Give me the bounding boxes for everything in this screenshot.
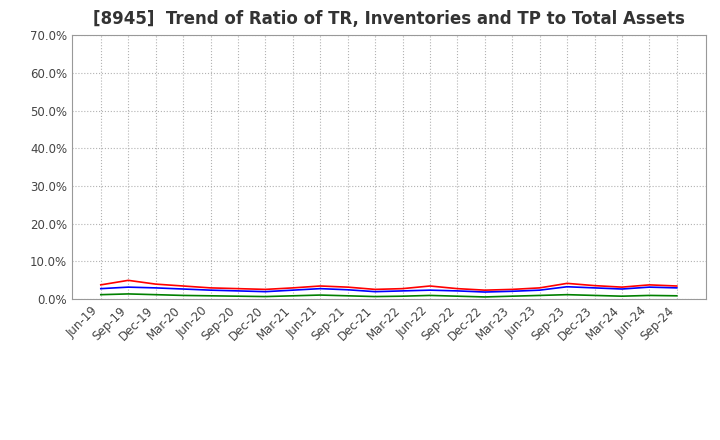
- Trade Payables: [480, 294, 489, 300]
- Trade Receivables: [590, 283, 599, 288]
- Inventories: [96, 286, 105, 291]
- Trade Receivables: [672, 283, 681, 289]
- Trade Payables: [645, 293, 654, 298]
- Trade Payables: [563, 292, 572, 297]
- Inventories: [371, 289, 379, 294]
- Trade Receivables: [96, 282, 105, 287]
- Trade Payables: [261, 294, 270, 299]
- Trade Receivables: [343, 285, 352, 290]
- Inventories: [316, 286, 325, 291]
- Trade Receivables: [179, 283, 187, 289]
- Trade Receivables: [206, 285, 215, 290]
- Inventories: [151, 285, 160, 290]
- Trade Payables: [672, 293, 681, 298]
- Inventories: [289, 287, 297, 293]
- Trade Payables: [536, 293, 544, 298]
- Title: [8945]  Trend of Ratio of TR, Inventories and TP to Total Assets: [8945] Trend of Ratio of TR, Inventories…: [93, 10, 685, 28]
- Trade Payables: [398, 293, 407, 299]
- Trade Payables: [124, 291, 132, 297]
- Trade Receivables: [618, 285, 626, 290]
- Inventories: [672, 285, 681, 290]
- Trade Receivables: [289, 285, 297, 290]
- Trade Payables: [343, 293, 352, 298]
- Trade Receivables: [453, 286, 462, 291]
- Trade Payables: [179, 293, 187, 298]
- Inventories: [645, 285, 654, 290]
- Trade Payables: [508, 293, 516, 299]
- Trade Receivables: [261, 287, 270, 292]
- Inventories: [343, 287, 352, 293]
- Trade Payables: [151, 292, 160, 297]
- Inventories: [563, 284, 572, 290]
- Trade Receivables: [371, 287, 379, 292]
- Inventories: [536, 287, 544, 293]
- Line: Inventories: Inventories: [101, 287, 677, 292]
- Inventories: [233, 288, 242, 293]
- Inventories: [124, 285, 132, 290]
- Trade Receivables: [508, 287, 516, 292]
- Inventories: [426, 287, 434, 293]
- Inventories: [480, 290, 489, 295]
- Trade Receivables: [316, 283, 325, 289]
- Trade Receivables: [233, 286, 242, 291]
- Line: Trade Receivables: Trade Receivables: [101, 280, 677, 290]
- Trade Receivables: [480, 287, 489, 293]
- Trade Payables: [371, 294, 379, 299]
- Inventories: [453, 288, 462, 293]
- Trade Payables: [453, 293, 462, 299]
- Inventories: [398, 288, 407, 293]
- Inventories: [179, 286, 187, 292]
- Trade Payables: [426, 293, 434, 298]
- Inventories: [590, 285, 599, 290]
- Trade Receivables: [124, 278, 132, 283]
- Trade Payables: [206, 293, 215, 298]
- Trade Receivables: [563, 281, 572, 286]
- Inventories: [261, 289, 270, 294]
- Trade Receivables: [645, 282, 654, 287]
- Trade Receivables: [151, 282, 160, 287]
- Inventories: [618, 286, 626, 292]
- Trade Receivables: [398, 286, 407, 291]
- Line: Trade Payables: Trade Payables: [101, 294, 677, 297]
- Trade Payables: [96, 292, 105, 297]
- Inventories: [206, 287, 215, 293]
- Trade Receivables: [536, 285, 544, 290]
- Trade Payables: [233, 293, 242, 299]
- Trade Payables: [618, 293, 626, 299]
- Inventories: [508, 289, 516, 294]
- Trade Payables: [590, 293, 599, 298]
- Trade Receivables: [426, 283, 434, 289]
- Trade Payables: [289, 293, 297, 298]
- Trade Payables: [316, 293, 325, 298]
